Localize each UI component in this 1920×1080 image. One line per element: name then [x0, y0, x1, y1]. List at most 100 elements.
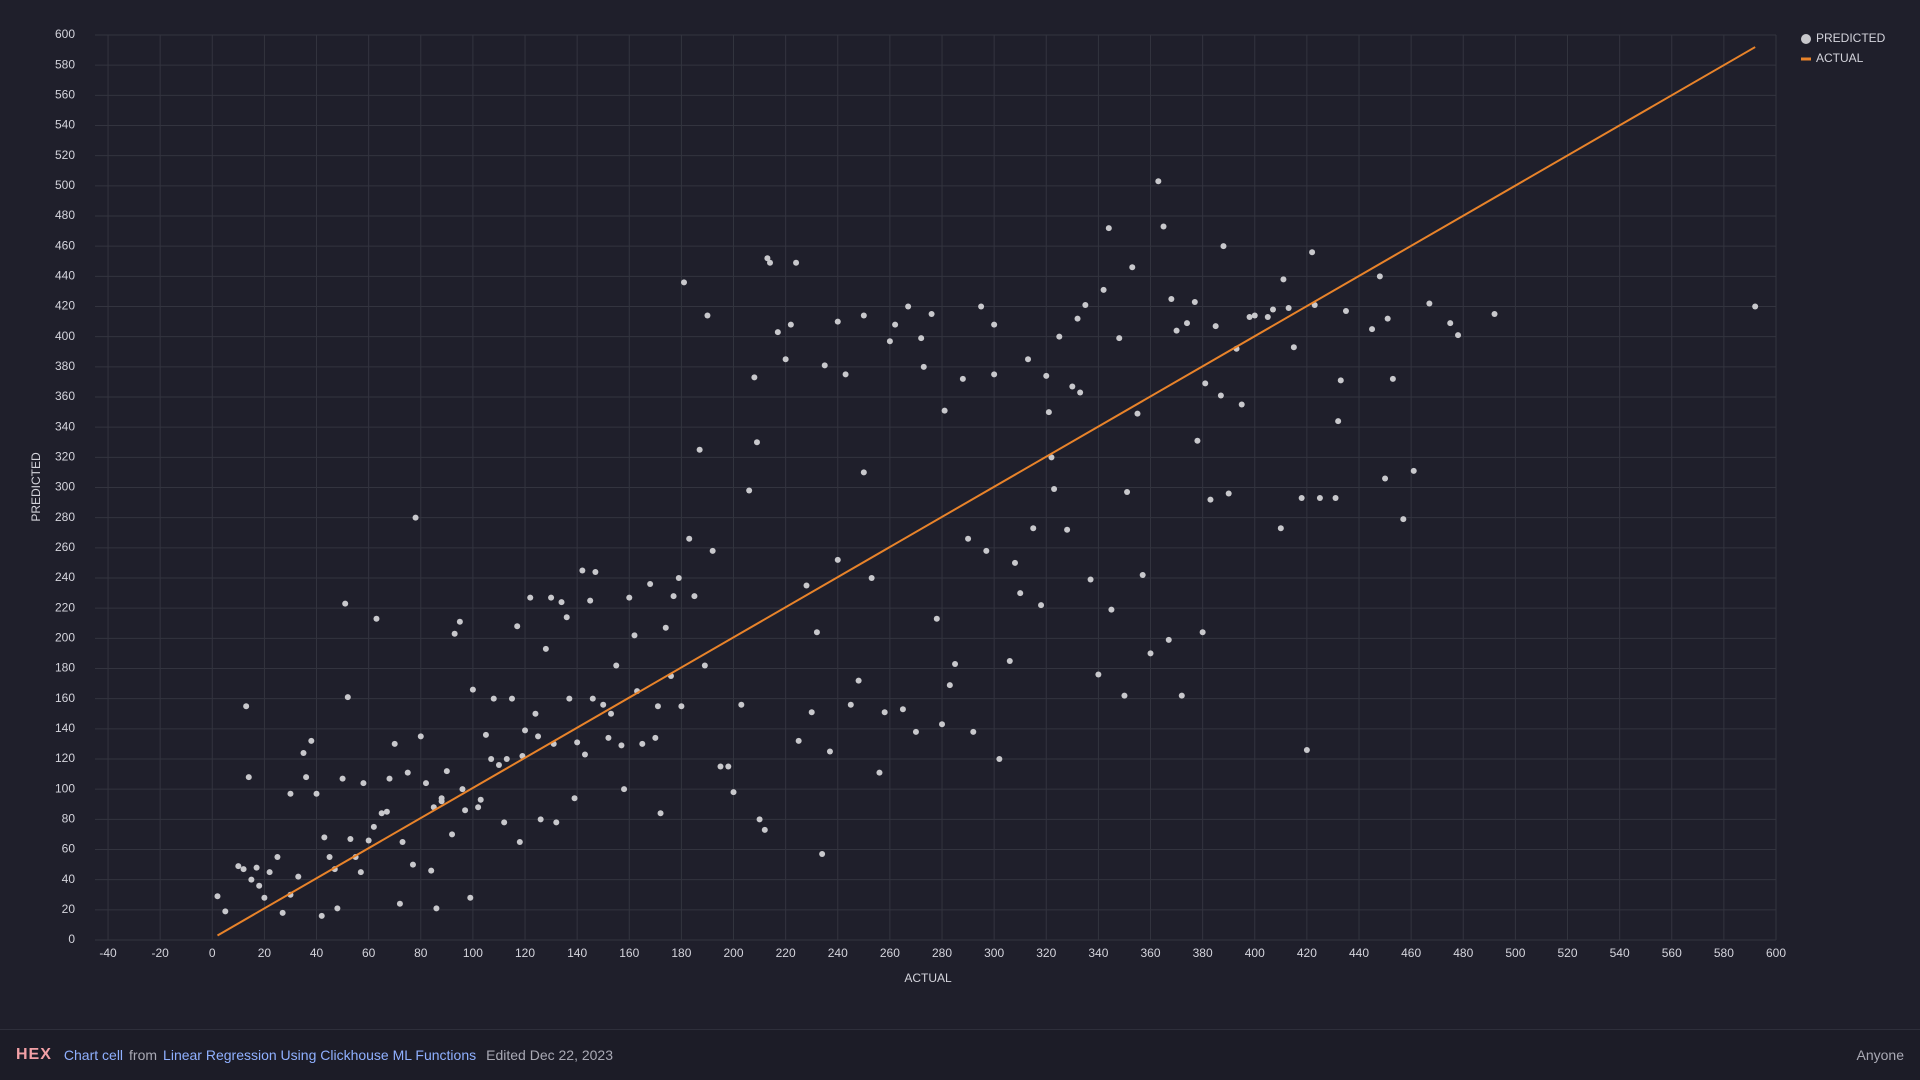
point [803, 582, 810, 589]
point [1074, 315, 1081, 322]
point [1077, 389, 1084, 396]
point [1038, 602, 1045, 609]
point [589, 695, 596, 702]
point [274, 854, 281, 861]
point [214, 893, 221, 900]
legend-swatch [1801, 34, 1811, 44]
point [1455, 332, 1462, 339]
point [608, 710, 615, 717]
x-tick-label: 260 [880, 946, 900, 960]
x-tick-label: 560 [1662, 946, 1682, 960]
point [1165, 636, 1172, 643]
point [451, 630, 458, 637]
point [357, 869, 364, 876]
point [605, 734, 612, 741]
point [248, 876, 255, 883]
point [946, 682, 953, 689]
x-tick-label: 440 [1349, 946, 1369, 960]
y-tick-label: 480 [55, 208, 75, 222]
point [417, 733, 424, 740]
point [1303, 746, 1310, 753]
x-tick-label: 120 [515, 946, 535, 960]
point [1183, 320, 1190, 327]
point [978, 303, 985, 310]
point [428, 867, 435, 874]
point [326, 854, 333, 861]
point [433, 905, 440, 912]
point [860, 312, 867, 319]
point [681, 279, 688, 286]
point [738, 701, 745, 708]
point [691, 593, 698, 600]
point [959, 375, 966, 382]
x-tick-label: 580 [1714, 946, 1734, 960]
point [592, 568, 599, 575]
point [532, 710, 539, 717]
point [1238, 401, 1245, 408]
legend-label: PREDICTED [1816, 31, 1886, 45]
x-tick-label: 600 [1766, 946, 1786, 960]
line [216, 46, 1756, 937]
y-axis-title: PREDICTED [29, 452, 43, 522]
point [657, 810, 664, 817]
point [1095, 671, 1102, 678]
point [1264, 314, 1271, 321]
point [652, 734, 659, 741]
y-tick-label: 60 [62, 842, 76, 856]
point [912, 728, 919, 735]
point [1105, 225, 1112, 232]
visibility[interactable]: Anyone [1856, 1047, 1904, 1063]
point [1225, 490, 1232, 497]
point [782, 356, 789, 363]
point [563, 614, 570, 621]
x-tick-label: -40 [99, 946, 117, 960]
point [514, 623, 521, 630]
point [537, 816, 544, 823]
x-tick-label: 80 [414, 946, 428, 960]
point [482, 731, 489, 738]
point [756, 816, 763, 823]
point [542, 645, 549, 652]
x-tick-label: 180 [671, 946, 691, 960]
point [696, 446, 703, 453]
point [222, 908, 229, 915]
point [300, 749, 307, 756]
y-tick-label: 0 [68, 932, 75, 946]
point [1087, 576, 1094, 583]
y-tick-label: 260 [55, 540, 75, 554]
point [1277, 525, 1284, 532]
point [462, 807, 469, 814]
edited-text: Edited Dec 22, 2023 [486, 1047, 613, 1063]
point [1116, 335, 1123, 342]
y-tick-label: 20 [62, 902, 76, 916]
point [469, 686, 476, 693]
point [1382, 475, 1389, 482]
cell-link[interactable]: Chart cell [63, 1047, 124, 1063]
project-link[interactable]: Linear Regression Using Clickhouse ML Fu… [163, 1047, 477, 1063]
point [1207, 496, 1214, 503]
point [373, 615, 380, 622]
point [991, 321, 998, 328]
point [321, 834, 328, 841]
point [939, 721, 946, 728]
point [767, 259, 774, 266]
point [344, 694, 351, 701]
x-tick-label: 500 [1505, 946, 1525, 960]
point [334, 905, 341, 912]
point [383, 808, 390, 815]
point [1051, 486, 1058, 493]
point [1384, 315, 1391, 322]
point [654, 703, 661, 710]
point [1056, 333, 1063, 340]
point [1011, 559, 1018, 566]
point [459, 786, 466, 793]
y-tick-label: 160 [55, 691, 75, 705]
point [587, 597, 594, 604]
point [1121, 692, 1128, 699]
y-tick-label: 460 [55, 238, 75, 252]
point [571, 795, 578, 802]
x-tick-label: 100 [463, 946, 483, 960]
point [1342, 308, 1349, 315]
point [360, 780, 367, 787]
point [1191, 298, 1198, 305]
